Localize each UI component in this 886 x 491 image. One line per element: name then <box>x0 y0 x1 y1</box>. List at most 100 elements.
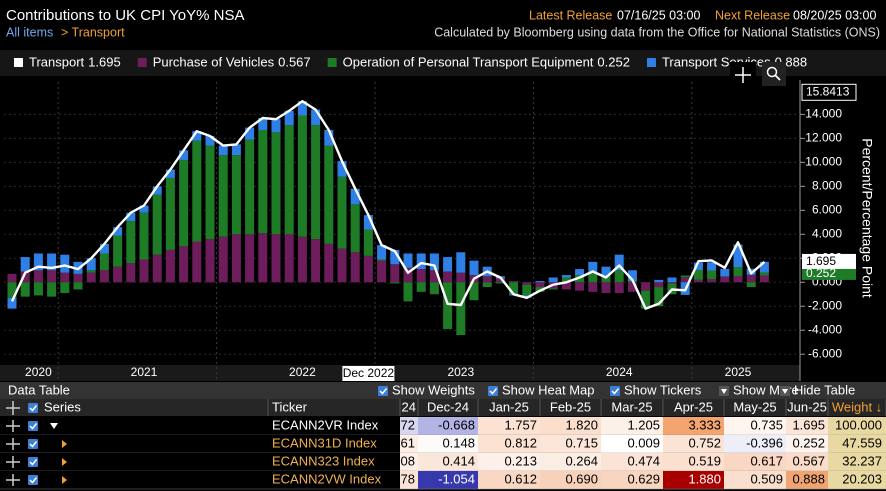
expand-arrow[interactable] <box>62 440 67 448</box>
last-value-box <box>802 265 856 280</box>
bar <box>363 229 373 256</box>
bar <box>535 282 545 288</box>
heat-cell <box>786 417 828 435</box>
heat-cell <box>400 471 418 489</box>
bar <box>7 282 17 298</box>
heat-cell <box>601 417 663 435</box>
bar <box>258 117 268 130</box>
last-value-label: 1.695 <box>806 254 836 268</box>
expand-arrow[interactable] <box>62 458 67 466</box>
checkbox[interactable] <box>28 475 38 485</box>
bar <box>575 269 585 276</box>
bar <box>165 169 175 178</box>
bar <box>337 176 347 249</box>
bar <box>693 262 703 270</box>
bar <box>429 282 439 295</box>
heat-cell <box>540 453 601 471</box>
bar <box>73 282 83 290</box>
column-header[interactable]: Jan-25 <box>489 399 529 414</box>
column-header[interactable]: Apr-25 <box>674 399 713 414</box>
expand-arrow[interactable] <box>62 476 67 484</box>
bar <box>377 260 387 283</box>
column-header[interactable]: Mar-25 <box>611 399 652 414</box>
last-value-box <box>802 253 856 269</box>
checkbox[interactable] <box>28 457 38 467</box>
bar <box>284 234 294 283</box>
bar <box>680 277 690 283</box>
bar <box>271 119 281 133</box>
heat-cell <box>786 471 828 489</box>
bar <box>324 243 334 283</box>
checkbox-check <box>29 423 38 430</box>
bar <box>641 282 651 291</box>
checkbox[interactable] <box>28 403 38 413</box>
bar <box>297 236 307 283</box>
x-tick-label: 2021 <box>131 365 158 379</box>
checkbox-check <box>611 388 620 395</box>
bar <box>535 281 545 283</box>
bar <box>99 253 109 271</box>
cell-value: 1.757 <box>504 417 537 432</box>
y-tick-label: 6.000 <box>812 202 842 216</box>
y-tick-label: 14.000 <box>805 107 842 121</box>
toolbar-item[interactable]: Show Heat Map <box>502 382 595 397</box>
bar <box>218 155 228 237</box>
bar <box>416 269 426 283</box>
bar <box>509 281 519 283</box>
bar <box>522 282 532 285</box>
toolbar-item[interactable]: Show Tickers <box>624 382 702 397</box>
heat-cell <box>786 435 828 453</box>
bar <box>311 109 321 126</box>
bar <box>482 276 492 283</box>
bar <box>416 253 426 270</box>
heat-cell <box>724 435 786 453</box>
cell-value: 1.820 <box>565 417 598 432</box>
bar <box>86 272 96 283</box>
bar <box>403 267 413 283</box>
column-header[interactable]: Feb-25 <box>550 399 591 414</box>
heat-cell <box>478 435 540 453</box>
bar <box>324 129 334 146</box>
bar <box>588 261 598 272</box>
collapse-arrow[interactable] <box>50 423 58 429</box>
checkbox[interactable] <box>610 386 620 396</box>
heat-cell <box>724 417 786 435</box>
cell-value: 0.812 <box>504 435 537 450</box>
x-tick-label: 2023 <box>447 365 474 379</box>
bar <box>654 282 664 288</box>
bar <box>614 254 624 271</box>
weight-value: 100.000 <box>835 417 882 432</box>
x-tick-label: 2024 <box>606 365 633 379</box>
bar <box>495 278 505 283</box>
checkbox[interactable] <box>378 386 388 396</box>
toolbar-item[interactable]: Show Weights <box>392 382 475 397</box>
bar <box>179 246 189 283</box>
bar <box>20 271 30 283</box>
max-marker-label: 15.8413 <box>806 84 850 98</box>
cell-value: 0.715 <box>565 435 598 450</box>
bar <box>588 271 598 283</box>
move-icon <box>6 438 20 450</box>
column-header[interactable]: Dec-24 <box>427 399 469 414</box>
bar <box>165 177 175 250</box>
breadcrumb-root[interactable]: All items <box>6 25 53 39</box>
toolbar-item[interactable]: Hide Table <box>794 382 855 397</box>
bar <box>152 186 162 195</box>
checkbox[interactable] <box>488 386 498 396</box>
y-tick-label: 4.000 <box>812 226 842 240</box>
bar <box>575 282 585 291</box>
zoom-icon-bg[interactable] <box>762 62 786 86</box>
latest-release-value: 07/16/25 03:00 <box>617 8 700 22</box>
checkbox[interactable] <box>28 421 38 431</box>
column-header[interactable]: May-25 <box>733 399 776 414</box>
cell-value: 0.617 <box>750 453 783 468</box>
bar <box>693 269 703 280</box>
row-background <box>0 471 400 489</box>
column-header[interactable]: Weight ↓ <box>832 399 882 414</box>
column-header: Ticker <box>272 399 308 414</box>
crosshair-label: Dec 2022 <box>343 366 395 380</box>
checkbox[interactable] <box>28 439 38 449</box>
move-icon <box>6 420 20 432</box>
column-header[interactable]: Jun-25 <box>787 399 827 414</box>
